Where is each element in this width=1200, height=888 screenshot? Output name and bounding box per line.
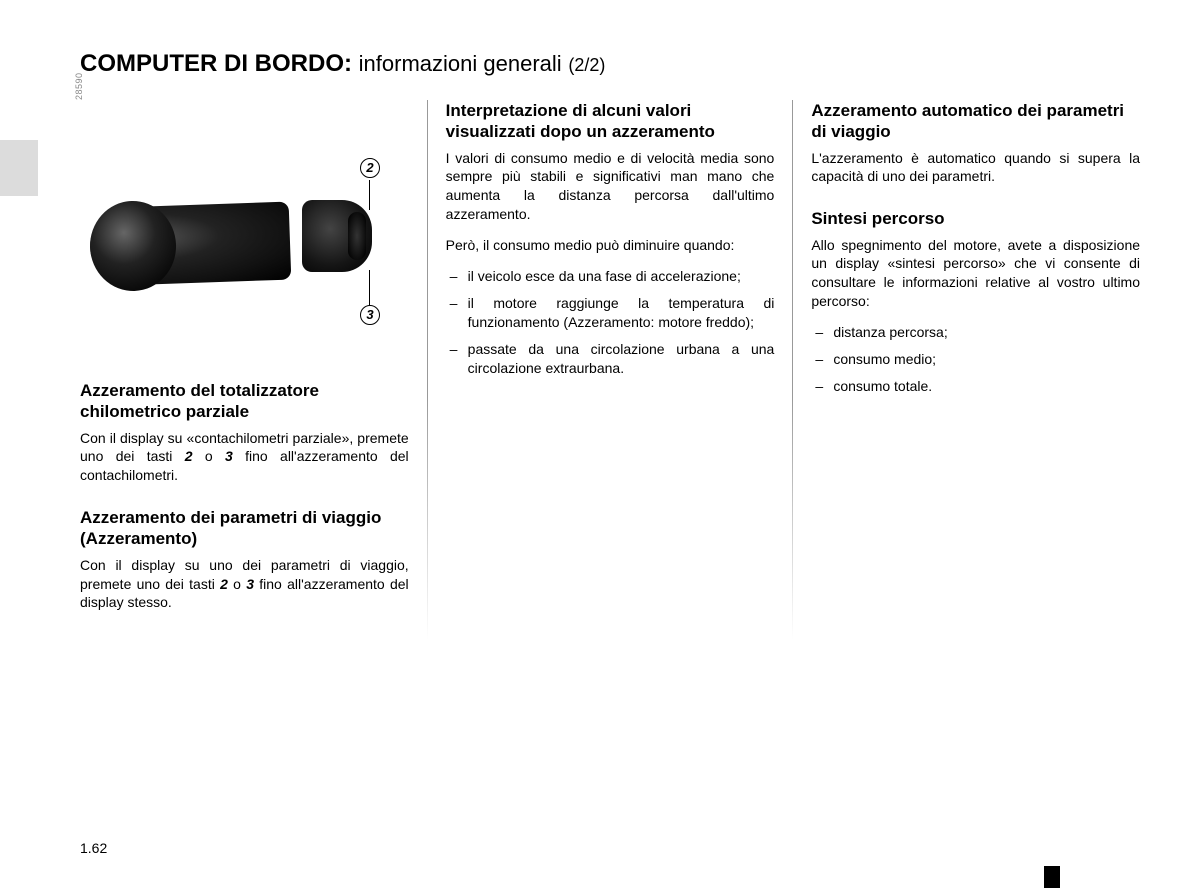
list-item: consumo totale. bbox=[811, 377, 1140, 396]
stalk-body-shape bbox=[89, 202, 292, 287]
list-item: passate da una circolazione urbana a una… bbox=[446, 340, 775, 378]
heading-interpretation: Interpretazione di alcuni valori visuali… bbox=[446, 100, 775, 143]
heading-reset-trip: Azzeramento del totalizzatore chilometri… bbox=[80, 380, 409, 423]
paragraph-interp-2: Però, il consumo medio può diminuire qua… bbox=[446, 236, 775, 255]
side-tab bbox=[0, 140, 38, 196]
list-summary: distanza percorsa; consumo medio; consum… bbox=[811, 323, 1140, 396]
page-number: 1.62 bbox=[80, 840, 107, 856]
paragraph-reset-trip: Con il display su «contachilometri parzi… bbox=[80, 429, 409, 486]
column-2: Interpretazione di alcuni valori visuali… bbox=[428, 100, 793, 640]
callout-2-line bbox=[369, 180, 370, 210]
section-summary: Sintesi percorso Allo spegnimento del mo… bbox=[811, 208, 1140, 395]
paragraph-interp-1: I valori di consumo medio e di velocità … bbox=[446, 149, 775, 225]
stalk-tip-shape bbox=[302, 200, 372, 272]
page-title: COMPUTER DI BORDO: informazioni generali… bbox=[60, 50, 1140, 78]
stalk-knob-shape bbox=[88, 200, 177, 293]
list-item: consumo medio; bbox=[811, 350, 1140, 369]
content-columns: 28590 2 3 Azzeramento del totalizzatore … bbox=[60, 100, 1140, 640]
paragraph-auto-reset: L'azzeramento è automatico quando si sup… bbox=[811, 149, 1140, 187]
list-item: il veicolo esce da una fase di acceleraz… bbox=[446, 267, 775, 286]
paragraph-summary: Allo spegnimento del motore, avete a dis… bbox=[811, 236, 1140, 312]
heading-summary: Sintesi percorso bbox=[811, 208, 1140, 229]
callout-3-line bbox=[369, 270, 370, 305]
section-reset-trip: Azzeramento del totalizzatore chilometri… bbox=[80, 380, 409, 485]
image-code: 28590 bbox=[74, 72, 84, 100]
stalk-figure: 28590 2 3 bbox=[80, 100, 380, 350]
heading-auto-reset: Azzeramento automatico dei parametri di … bbox=[811, 100, 1140, 143]
title-paren: (2/2) bbox=[568, 55, 605, 75]
column-3: Azzeramento automatico dei parametri di … bbox=[793, 100, 1140, 640]
column-1: 28590 2 3 Azzeramento del totalizzatore … bbox=[80, 100, 427, 640]
callout-3: 3 bbox=[360, 305, 380, 325]
heading-reset-params: Azzeramento dei parametri di viaggio (Az… bbox=[80, 507, 409, 550]
footer-black-mark bbox=[1044, 866, 1060, 888]
section-interpretation: Interpretazione di alcuni valori visuali… bbox=[446, 100, 775, 377]
list-item: distanza percorsa; bbox=[811, 323, 1140, 342]
list-interp: il veicolo esce da una fase di acceleraz… bbox=[446, 267, 775, 377]
callout-2: 2 bbox=[360, 158, 380, 178]
title-main: COMPUTER DI BORDO: bbox=[80, 50, 352, 77]
paragraph-reset-params: Con il display su uno dei parametri di v… bbox=[80, 556, 409, 613]
section-reset-params: Azzeramento dei parametri di viaggio (Az… bbox=[80, 507, 409, 612]
title-sub: informazioni generali bbox=[359, 51, 562, 76]
section-auto-reset: Azzeramento automatico dei parametri di … bbox=[811, 100, 1140, 186]
list-item: il motore raggiunge la temperatura di fu… bbox=[446, 294, 775, 332]
